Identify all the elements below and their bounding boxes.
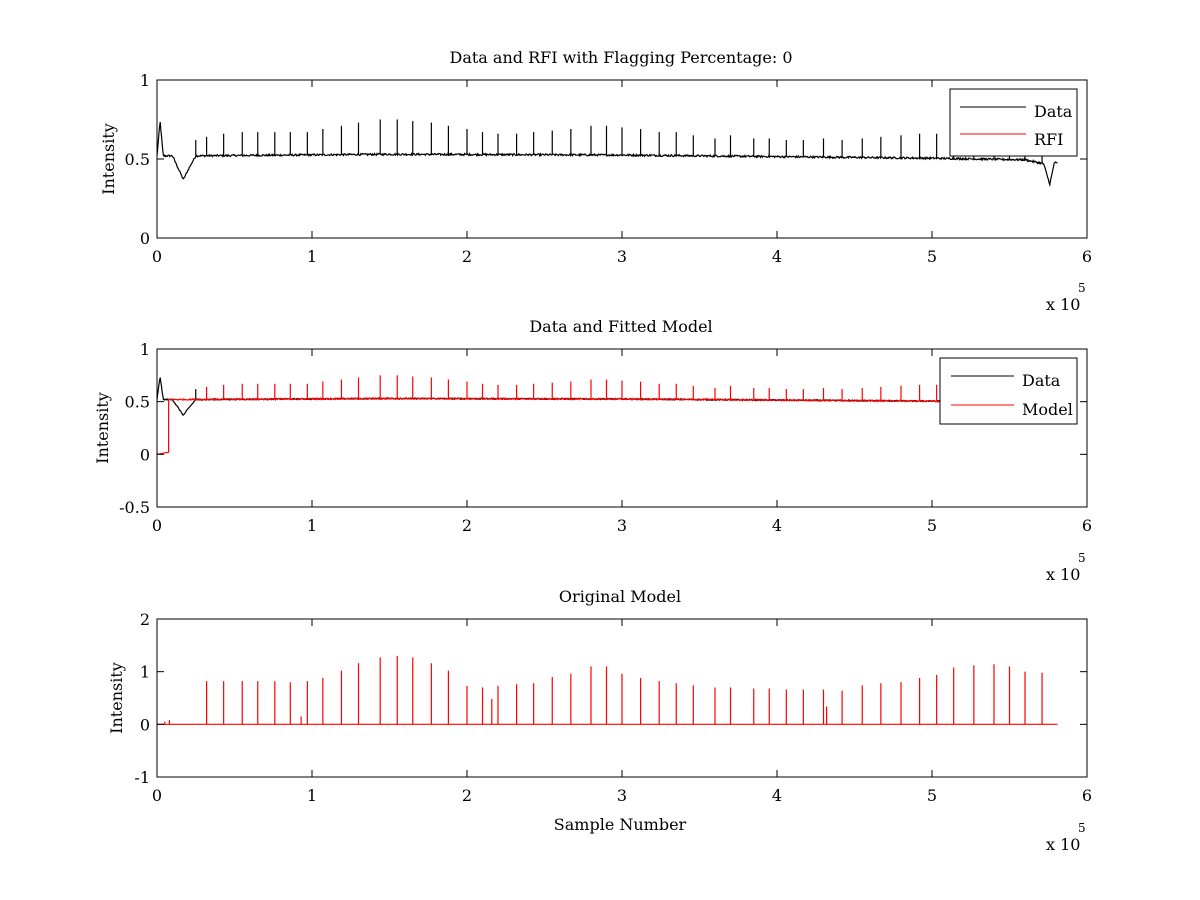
x-exponent-label: x 10 — [1046, 835, 1080, 854]
x-tick-label: 2 — [462, 786, 472, 805]
x-tick-label: 3 — [617, 786, 627, 805]
y-tick-label: 1 — [140, 663, 150, 682]
x-tick-label: 1 — [307, 247, 317, 266]
x-exponent-label: x 10 — [1046, 295, 1080, 314]
x-tick-label: 1 — [307, 516, 317, 535]
legend-box — [949, 88, 1078, 157]
series-layer — [157, 119, 1058, 188]
x-tick-label: 0 — [152, 786, 162, 805]
chart-title: Data and Fitted Model — [529, 317, 712, 336]
x-tick-label: 0 — [152, 516, 162, 535]
x-tick-label: 4 — [772, 247, 782, 266]
legend-label-rfi: RFI — [1034, 130, 1063, 149]
legend-label-data: Data — [1034, 102, 1073, 121]
y-tick-label: -0.5 — [119, 498, 150, 517]
y-tick-label: 1 — [140, 340, 150, 359]
series-layer — [157, 655, 1058, 725]
x-exponent-power: 5 — [1078, 281, 1086, 295]
chart-title: Original Model — [559, 587, 681, 606]
x-tick-label: 1 — [307, 786, 317, 805]
x-tick-label: 6 — [1082, 247, 1092, 266]
legend-box — [939, 357, 1078, 425]
y-tick-label: 0 — [140, 445, 150, 464]
y-tick-label: 2 — [140, 610, 150, 629]
legend-label-model: Model — [1022, 400, 1073, 419]
chart-title: Data and RFI with Flagging Percentage: 0 — [449, 48, 792, 67]
y-tick-label: 0.5 — [125, 393, 150, 412]
y-axis-label: Intensity — [99, 123, 118, 195]
x-tick-label: 2 — [462, 247, 472, 266]
series-layer — [157, 375, 1058, 455]
legend: Data RFI — [949, 88, 1078, 157]
x-tick-label: 6 — [1082, 786, 1092, 805]
x-tick-label: 4 — [772, 786, 782, 805]
y-tick-label: 0 — [140, 715, 150, 734]
legend: Data Model — [939, 357, 1078, 425]
x-tick-label: 5 — [927, 516, 937, 535]
x-tick-label: 6 — [1082, 516, 1092, 535]
tick-group: 0 1 2 3 4 5 6-0.500.51 — [119, 340, 1092, 535]
x-tick-label: 4 — [772, 516, 782, 535]
plot-content — [157, 119, 1058, 188]
x-exponent-power: 5 — [1078, 551, 1086, 565]
y-axis-label: Intensity — [93, 392, 112, 464]
tick-group: 0 1 2 3 4 5 6 0 0.5 1 — [125, 71, 1093, 266]
x-tick-label: 2 — [462, 516, 472, 535]
y-axis-label: Intensity — [107, 662, 126, 734]
y-tick-label: -1 — [134, 768, 150, 787]
y-tick-label: 1 — [140, 71, 150, 90]
panel-data-rfi: Data and RFI with Flagging Percentage: 0… — [99, 48, 1092, 314]
x-axis-label: Sample Number — [554, 815, 687, 834]
plot-content — [157, 375, 1058, 455]
x-exponent-power: 5 — [1078, 821, 1086, 835]
x-tick-label: 5 — [927, 786, 937, 805]
series-initial-segment — [157, 399, 170, 455]
panel-data-model: Data and Fitted Model 0 1 2 3 4 5 6-0.500.51 I… — [93, 317, 1092, 584]
x-tick-label: 3 — [617, 516, 627, 535]
x-exponent-label: x 10 — [1046, 565, 1080, 584]
x-tick-label: 5 — [927, 247, 937, 266]
y-tick-label: 0.5 — [125, 150, 150, 169]
legend-label-data: Data — [1022, 371, 1061, 390]
plot-content — [157, 655, 1058, 725]
y-tick-label: 0 — [140, 229, 150, 248]
series-line-model — [168, 396, 1058, 405]
x-tick-label: 3 — [617, 247, 627, 266]
x-tick-label: 0 — [152, 247, 162, 266]
